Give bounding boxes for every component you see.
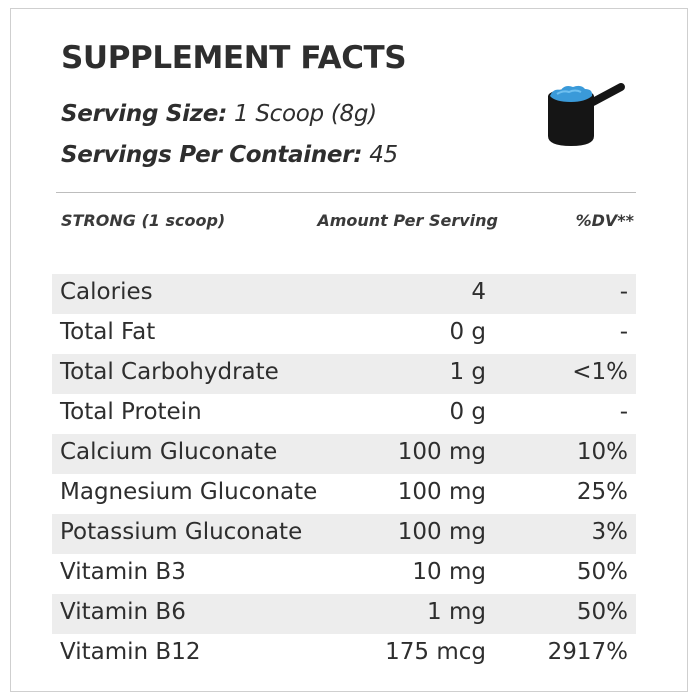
servings-per-container-value: 45 [369, 142, 398, 168]
table-row: Vitamin B3 10 mg 50% [52, 554, 636, 594]
nutrient-table: Calories 4 - Total Fat 0 g - Total Carbo… [52, 274, 636, 674]
table-row: Total Carbohydrate 1 g <1% [52, 354, 636, 394]
table-row: Total Fat 0 g - [52, 314, 636, 354]
column-header-name: STRONG (1 scoop) [61, 211, 226, 230]
nutrient-dv: 50% [576, 599, 628, 625]
nutrient-name: Potassium Gluconate [60, 519, 303, 545]
table-row: Magnesium Gluconate 100 mg 25% [52, 474, 636, 514]
page-title: SUPPLEMENT FACTS [61, 40, 407, 76]
nutrient-dv: 3% [591, 519, 629, 545]
nutrient-name: Vitamin B3 [60, 559, 186, 585]
nutrient-amount: 10 mg [412, 559, 486, 585]
servings-per-container-label: Servings Per Container: [61, 142, 363, 168]
table-row: Calories 4 - [52, 274, 636, 314]
nutrient-name: Total Carbohydrate [60, 359, 279, 385]
servings-per-container: Servings Per Container: 45 [61, 142, 398, 168]
nutrient-name: Vitamin B12 [60, 639, 201, 665]
nutrient-amount: 100 mg [397, 519, 486, 545]
table-row: Calcium Gluconate 100 mg 10% [52, 434, 636, 474]
nutrient-dv: 50% [576, 559, 628, 585]
table-row: Vitamin B12 175 mcg 2917% [52, 634, 636, 674]
table-row: Potassium Gluconate 100 mg 3% [52, 514, 636, 554]
header-divider [56, 192, 636, 193]
nutrient-name: Calories [60, 279, 153, 305]
table-row: Total Protein 0 g - [52, 394, 636, 434]
nutrient-dv: 25% [576, 479, 628, 505]
serving-size-value: 1 Scoop (8g) [233, 101, 377, 127]
nutrient-dv: <1% [572, 359, 628, 385]
facts-panel [10, 8, 688, 692]
nutrient-amount: 1 mg [427, 599, 486, 625]
nutrient-dv: - [619, 279, 628, 305]
nutrient-name: Total Protein [60, 399, 202, 425]
nutrient-amount: 1 g [449, 359, 486, 385]
nutrient-amount: 100 mg [397, 439, 486, 465]
nutrient-name: Calcium Gluconate [60, 439, 278, 465]
nutrient-amount: 175 mcg [385, 639, 486, 665]
nutrient-amount: 100 mg [397, 479, 486, 505]
table-row: Vitamin B6 1 mg 50% [52, 594, 636, 634]
nutrient-name: Vitamin B6 [60, 599, 186, 625]
nutrient-dv: 10% [576, 439, 628, 465]
nutrient-name: Total Fat [60, 319, 156, 345]
table-header: STRONG (1 scoop) Amount Per Serving %DV*… [0, 211, 700, 233]
column-header-amount: Amount Per Serving [317, 211, 498, 230]
scoop-icon [548, 83, 625, 146]
nutrient-name: Magnesium Gluconate [60, 479, 318, 505]
nutrient-dv: - [619, 319, 628, 345]
nutrient-dv: 2917% [547, 639, 628, 665]
serving-size-label: Serving Size: [61, 101, 227, 127]
serving-size: Serving Size: 1 Scoop (8g) [61, 101, 377, 127]
nutrient-amount: 4 [471, 279, 486, 305]
nutrient-dv: - [619, 399, 628, 425]
column-header-dv: %DV** [575, 211, 634, 230]
nutrient-amount: 0 g [449, 399, 486, 425]
nutrient-amount: 0 g [449, 319, 486, 345]
